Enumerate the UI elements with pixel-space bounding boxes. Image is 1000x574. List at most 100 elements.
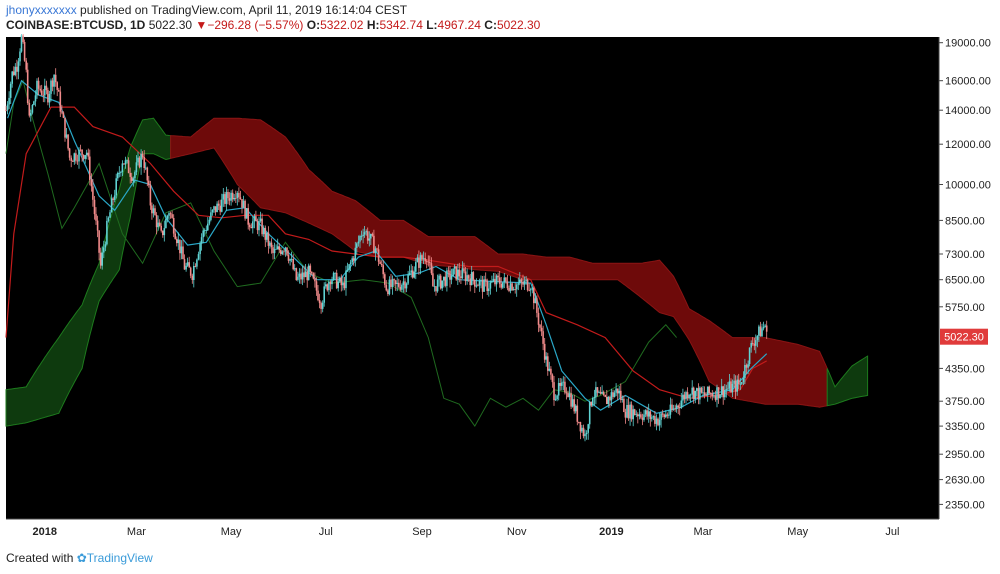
candle-body [505,277,507,282]
candle-body [196,259,198,267]
candle-body [402,281,405,285]
candle-body [660,413,662,420]
candle-body [401,284,403,290]
candle-body [542,331,544,344]
author-link[interactable]: jhonyxxxxxxx [6,3,77,17]
candle-body [130,176,133,181]
candle-body [266,232,268,240]
candle-body [666,414,669,416]
candle-body [506,281,509,289]
candle-body [682,394,684,401]
time-axis[interactable] [6,519,994,541]
candle-body [64,117,66,138]
candle-body [641,417,644,420]
candle-body [197,254,200,260]
candle-body [149,185,152,206]
candle-body [576,405,579,422]
candle-body [203,230,206,232]
candle-body [458,269,461,277]
candle-body [248,224,251,228]
candle-body [514,289,516,290]
candle-body [561,382,563,386]
candle-body [396,282,398,284]
candle-body [261,218,263,235]
candle-body [141,153,144,158]
y-tick-label: 8500.00 [945,215,985,227]
candle-body [661,413,664,415]
candle-body [154,208,156,215]
candle-body [449,270,451,280]
candle-body [526,279,529,291]
y-tick-label: 7300.00 [945,249,985,261]
x-tick-label: Jul [885,526,899,538]
candle-body [165,218,167,229]
candle-body [101,252,103,266]
candle-body [540,327,543,332]
candle-body [522,282,524,285]
candle-body [317,290,319,301]
candle-body [256,221,259,231]
candle-body [78,149,80,162]
candle-body [247,208,249,225]
candle-body [5,110,7,111]
price-chart[interactable]: 19000.00 16000.00 14000.00 12000.00 10000.00… [0,34,1000,542]
candle-body [649,411,652,419]
y-tick-label: 2350.00 [945,499,985,511]
candle-body [480,279,482,281]
candle-body [54,74,57,83]
candle-body [626,405,628,418]
candle-body [736,379,738,392]
candle-body [523,280,526,285]
low-value: 4967.24 [437,18,481,32]
candle-body [360,236,363,237]
candle-body [244,200,246,219]
candle-body [42,94,45,96]
candle-body [117,172,119,179]
candle-body [651,417,653,419]
candle-body [171,214,173,218]
candle-body [98,230,100,253]
candle-body [287,254,290,261]
x-tick-label: Nov [507,526,527,538]
candle-body [281,251,284,254]
candle-body [665,414,667,418]
candle-body [185,265,187,270]
candle-body [640,414,642,418]
candle-body [366,231,369,241]
candle-body [602,391,605,395]
candle-body [224,194,226,204]
candle-body [304,271,307,278]
candle-body [182,246,184,260]
candle-body [609,397,611,401]
price-axis[interactable] [939,37,994,519]
candle-body [481,279,484,292]
candle-body [624,412,627,418]
candle-body [509,283,512,291]
tradingview-brand[interactable]: TradingView [86,551,153,565]
candle-body [179,239,181,254]
candle-body [140,153,142,168]
candle-body [439,275,442,289]
candle-body [135,162,138,173]
candle-body [312,273,315,279]
candle-body [58,89,60,92]
y-tick-label: 3750.00 [945,396,985,408]
last-price-tag: 5022.30 [940,328,988,345]
candle-body [587,424,589,433]
symbol-label[interactable]: COINBASE:BTCUSD, 1D [6,18,146,32]
candle-body [321,302,324,309]
candle-body [84,155,86,159]
candle-body [363,232,366,235]
candle-body [250,227,253,229]
candle-body [658,419,661,426]
candle-body [380,264,383,266]
candle-body [495,275,498,285]
candle-body [17,61,20,72]
candle-body [387,290,389,295]
candle-body [699,387,701,400]
high-label: H: [366,18,380,32]
candle-body [370,233,372,239]
candle-body [40,90,43,95]
candle-body [728,381,731,389]
candle-body [245,208,248,219]
